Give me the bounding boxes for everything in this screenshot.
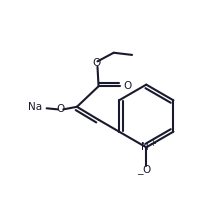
Text: O: O — [123, 81, 131, 91]
Text: Na: Na — [28, 102, 42, 112]
Text: O: O — [92, 58, 101, 68]
Text: +: + — [149, 139, 156, 148]
Text: O: O — [142, 166, 150, 175]
Text: O: O — [57, 104, 65, 114]
Text: N: N — [141, 142, 149, 152]
Text: −: − — [136, 169, 144, 178]
